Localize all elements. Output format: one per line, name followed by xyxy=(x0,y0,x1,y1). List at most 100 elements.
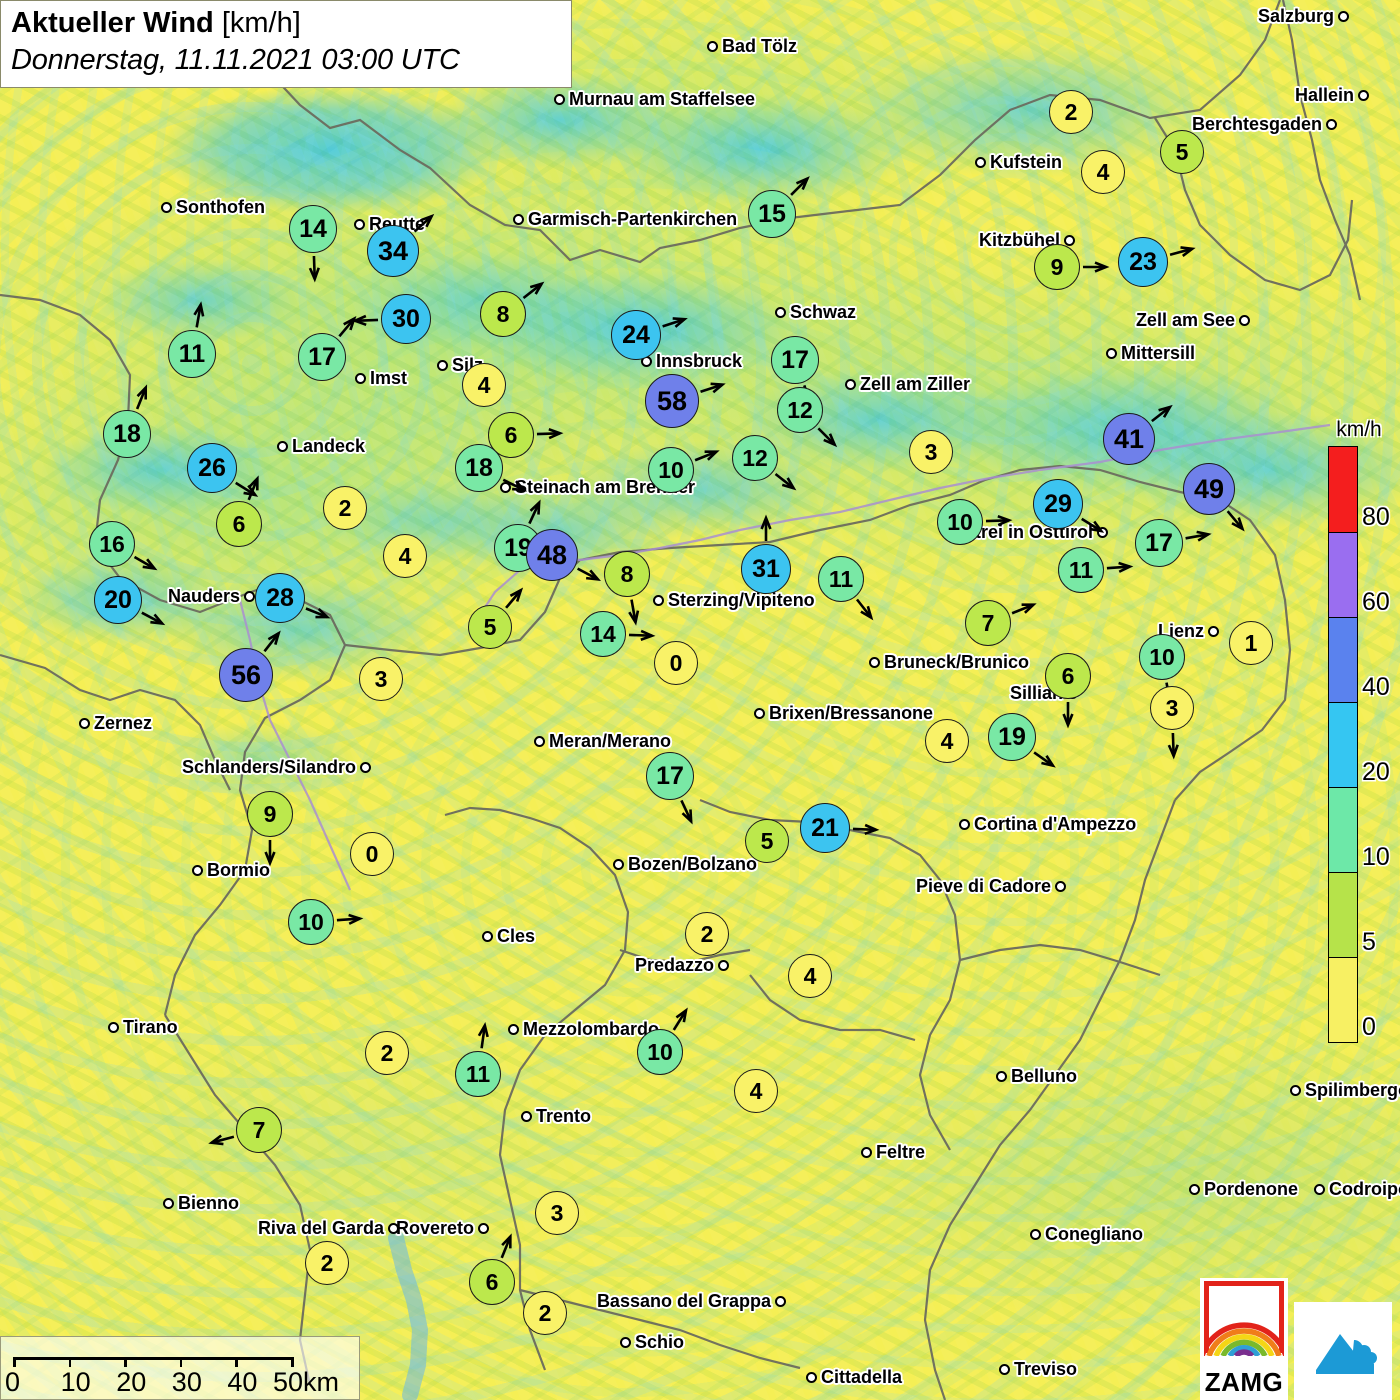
city-label: Tirano xyxy=(108,1017,178,1038)
wind-station-marker[interactable]: 15 xyxy=(748,176,810,238)
city-marker-dot xyxy=(163,1198,174,1209)
wind-station-marker[interactable]: 5 xyxy=(468,587,524,649)
wind-station-marker[interactable]: 24 xyxy=(611,310,688,360)
wind-station-marker[interactable]: 3 xyxy=(535,1191,579,1235)
wind-station-marker[interactable]: 5 xyxy=(745,819,789,863)
wind-station-marker[interactable]: 12 xyxy=(777,387,838,448)
wind-station-marker[interactable]: 49 xyxy=(1183,463,1245,532)
wind-station-marker[interactable]: 28 xyxy=(255,573,331,623)
wind-station-marker[interactable]: 7 xyxy=(208,1107,282,1153)
legend-tick-label: 10 xyxy=(1362,843,1390,871)
wind-value-badge: 31 xyxy=(741,544,791,594)
wind-station-marker[interactable]: 7 xyxy=(965,600,1037,646)
wind-station-marker[interactable]: 3 xyxy=(909,430,953,474)
wind-station-marker[interactable]: 30 xyxy=(351,294,431,344)
wind-station-marker[interactable]: 9 xyxy=(1034,244,1110,290)
scale-tick xyxy=(179,1357,183,1367)
wind-station-marker[interactable]: 11 xyxy=(168,301,216,378)
wind-station-marker[interactable]: 0 xyxy=(350,832,394,876)
wind-station-marker[interactable]: 29 xyxy=(1033,479,1105,533)
wind-direction-arrow xyxy=(790,176,810,196)
wind-station-marker[interactable]: 58 xyxy=(645,374,726,428)
scale-tick xyxy=(291,1357,294,1367)
wind-station-marker[interactable]: 5 xyxy=(1160,130,1204,174)
city-label: Innsbruck xyxy=(641,351,742,372)
wind-direction-arrow xyxy=(700,382,726,394)
city-name: Pordenone xyxy=(1204,1179,1299,1199)
wind-station-marker[interactable]: 4 xyxy=(462,363,506,407)
wind-direction-arrow xyxy=(817,427,838,448)
wind-station-marker[interactable]: 3 xyxy=(359,657,403,701)
wind-direction-arrow xyxy=(855,598,874,621)
city-label: Mittersill xyxy=(1106,343,1195,364)
wind-station-marker[interactable]: 18 xyxy=(455,444,528,492)
wind-direction-arrow xyxy=(413,213,435,233)
wind-station-marker[interactable]: 6 xyxy=(1045,653,1091,729)
city-marker-dot xyxy=(277,441,288,452)
wind-station-marker[interactable]: 34 xyxy=(367,213,435,277)
wind-station-marker[interactable]: 6 xyxy=(216,475,262,547)
wind-station-marker[interactable]: 17 xyxy=(298,316,357,381)
wind-station-marker[interactable]: 0 xyxy=(654,641,698,685)
scale-label: 40 xyxy=(227,1367,258,1397)
wind-station-marker[interactable]: 2 xyxy=(323,486,367,530)
wind-station-marker[interactable]: 18 xyxy=(103,384,151,458)
wind-station-marker[interactable]: 4 xyxy=(383,534,427,578)
wind-station-marker[interactable]: 9 xyxy=(247,791,293,867)
city-marker-dot xyxy=(388,1223,399,1234)
wind-station-marker[interactable]: 23 xyxy=(1118,237,1196,287)
wind-value-badge: 4 xyxy=(734,1069,778,1113)
city-label: Schio xyxy=(620,1332,684,1353)
wind-station-marker[interactable]: 4 xyxy=(788,954,832,998)
wind-station-marker[interactable]: 6 xyxy=(488,412,564,458)
wind-station-marker[interactable]: 2 xyxy=(523,1291,567,1335)
wind-station-marker[interactable]: 41 xyxy=(1103,404,1173,465)
wind-station-marker[interactable]: 10 xyxy=(648,447,720,493)
city-marker-dot xyxy=(534,736,545,747)
wind-station-marker[interactable]: 19 xyxy=(988,713,1056,768)
wind-station-marker[interactable]: 10 xyxy=(288,899,364,945)
wind-station-marker[interactable]: 56 xyxy=(219,630,281,702)
wind-station-marker[interactable]: 31 xyxy=(741,514,791,594)
wind-station-marker[interactable]: 8 xyxy=(604,551,650,626)
wind-station-marker[interactable]: 17 xyxy=(646,752,694,825)
wind-station-marker[interactable]: 14 xyxy=(580,611,656,657)
city-label: Kitzbühel xyxy=(979,230,1075,251)
wind-station-marker[interactable]: 11 xyxy=(455,1022,501,1097)
city-marker-dot xyxy=(108,1022,119,1033)
wind-station-marker[interactable]: 11 xyxy=(818,556,874,621)
wind-station-marker[interactable]: 14 xyxy=(289,205,337,283)
wind-station-marker[interactable]: 4 xyxy=(734,1069,778,1113)
city-name: Mezzolombardo xyxy=(523,1019,660,1039)
wind-station-marker[interactable]: 12 xyxy=(732,435,797,491)
legend-tick-label: 20 xyxy=(1362,758,1390,786)
wind-station-marker[interactable]: 4 xyxy=(925,719,969,763)
wind-station-marker[interactable]: 17 xyxy=(1135,519,1212,567)
wind-station-marker[interactable]: 10 xyxy=(937,499,1013,545)
wind-value-badge: 17 xyxy=(771,336,819,384)
wind-station-marker[interactable]: 4 xyxy=(1081,150,1125,194)
wind-station-marker[interactable]: 10 xyxy=(1139,634,1185,709)
wind-station-marker[interactable]: 10 xyxy=(637,1007,688,1075)
city-marker-dot xyxy=(806,1372,817,1383)
wind-station-marker[interactable]: 6 xyxy=(469,1233,515,1305)
wind-station-marker[interactable]: 2 xyxy=(685,912,729,956)
wind-station-marker[interactable]: 21 xyxy=(800,803,880,853)
wind-station-marker[interactable]: 17 xyxy=(771,336,819,411)
city-label: Schlanders/Silandro xyxy=(182,757,371,778)
city-label: Nauders xyxy=(168,586,255,607)
city-marker-dot xyxy=(718,960,729,971)
wind-station-marker[interactable]: 26 xyxy=(187,443,259,497)
city-marker-dot xyxy=(707,41,718,52)
wind-station-marker[interactable]: 48 xyxy=(526,529,602,582)
wind-station-marker[interactable]: 20 xyxy=(94,576,166,626)
city-name: Zell am See xyxy=(1135,310,1235,330)
wind-station-marker[interactable]: 1 xyxy=(1229,621,1273,665)
wind-station-marker[interactable]: 16 xyxy=(89,521,158,571)
wind-station-marker[interactable]: 2 xyxy=(305,1241,349,1285)
wind-station-marker[interactable]: 2 xyxy=(1049,90,1093,134)
wind-station-marker[interactable]: 2 xyxy=(365,1031,409,1075)
wind-station-marker[interactable]: 3 xyxy=(1150,686,1194,760)
wind-station-marker[interactable]: 11 xyxy=(1058,547,1134,593)
wind-station-marker[interactable]: 8 xyxy=(480,281,545,337)
